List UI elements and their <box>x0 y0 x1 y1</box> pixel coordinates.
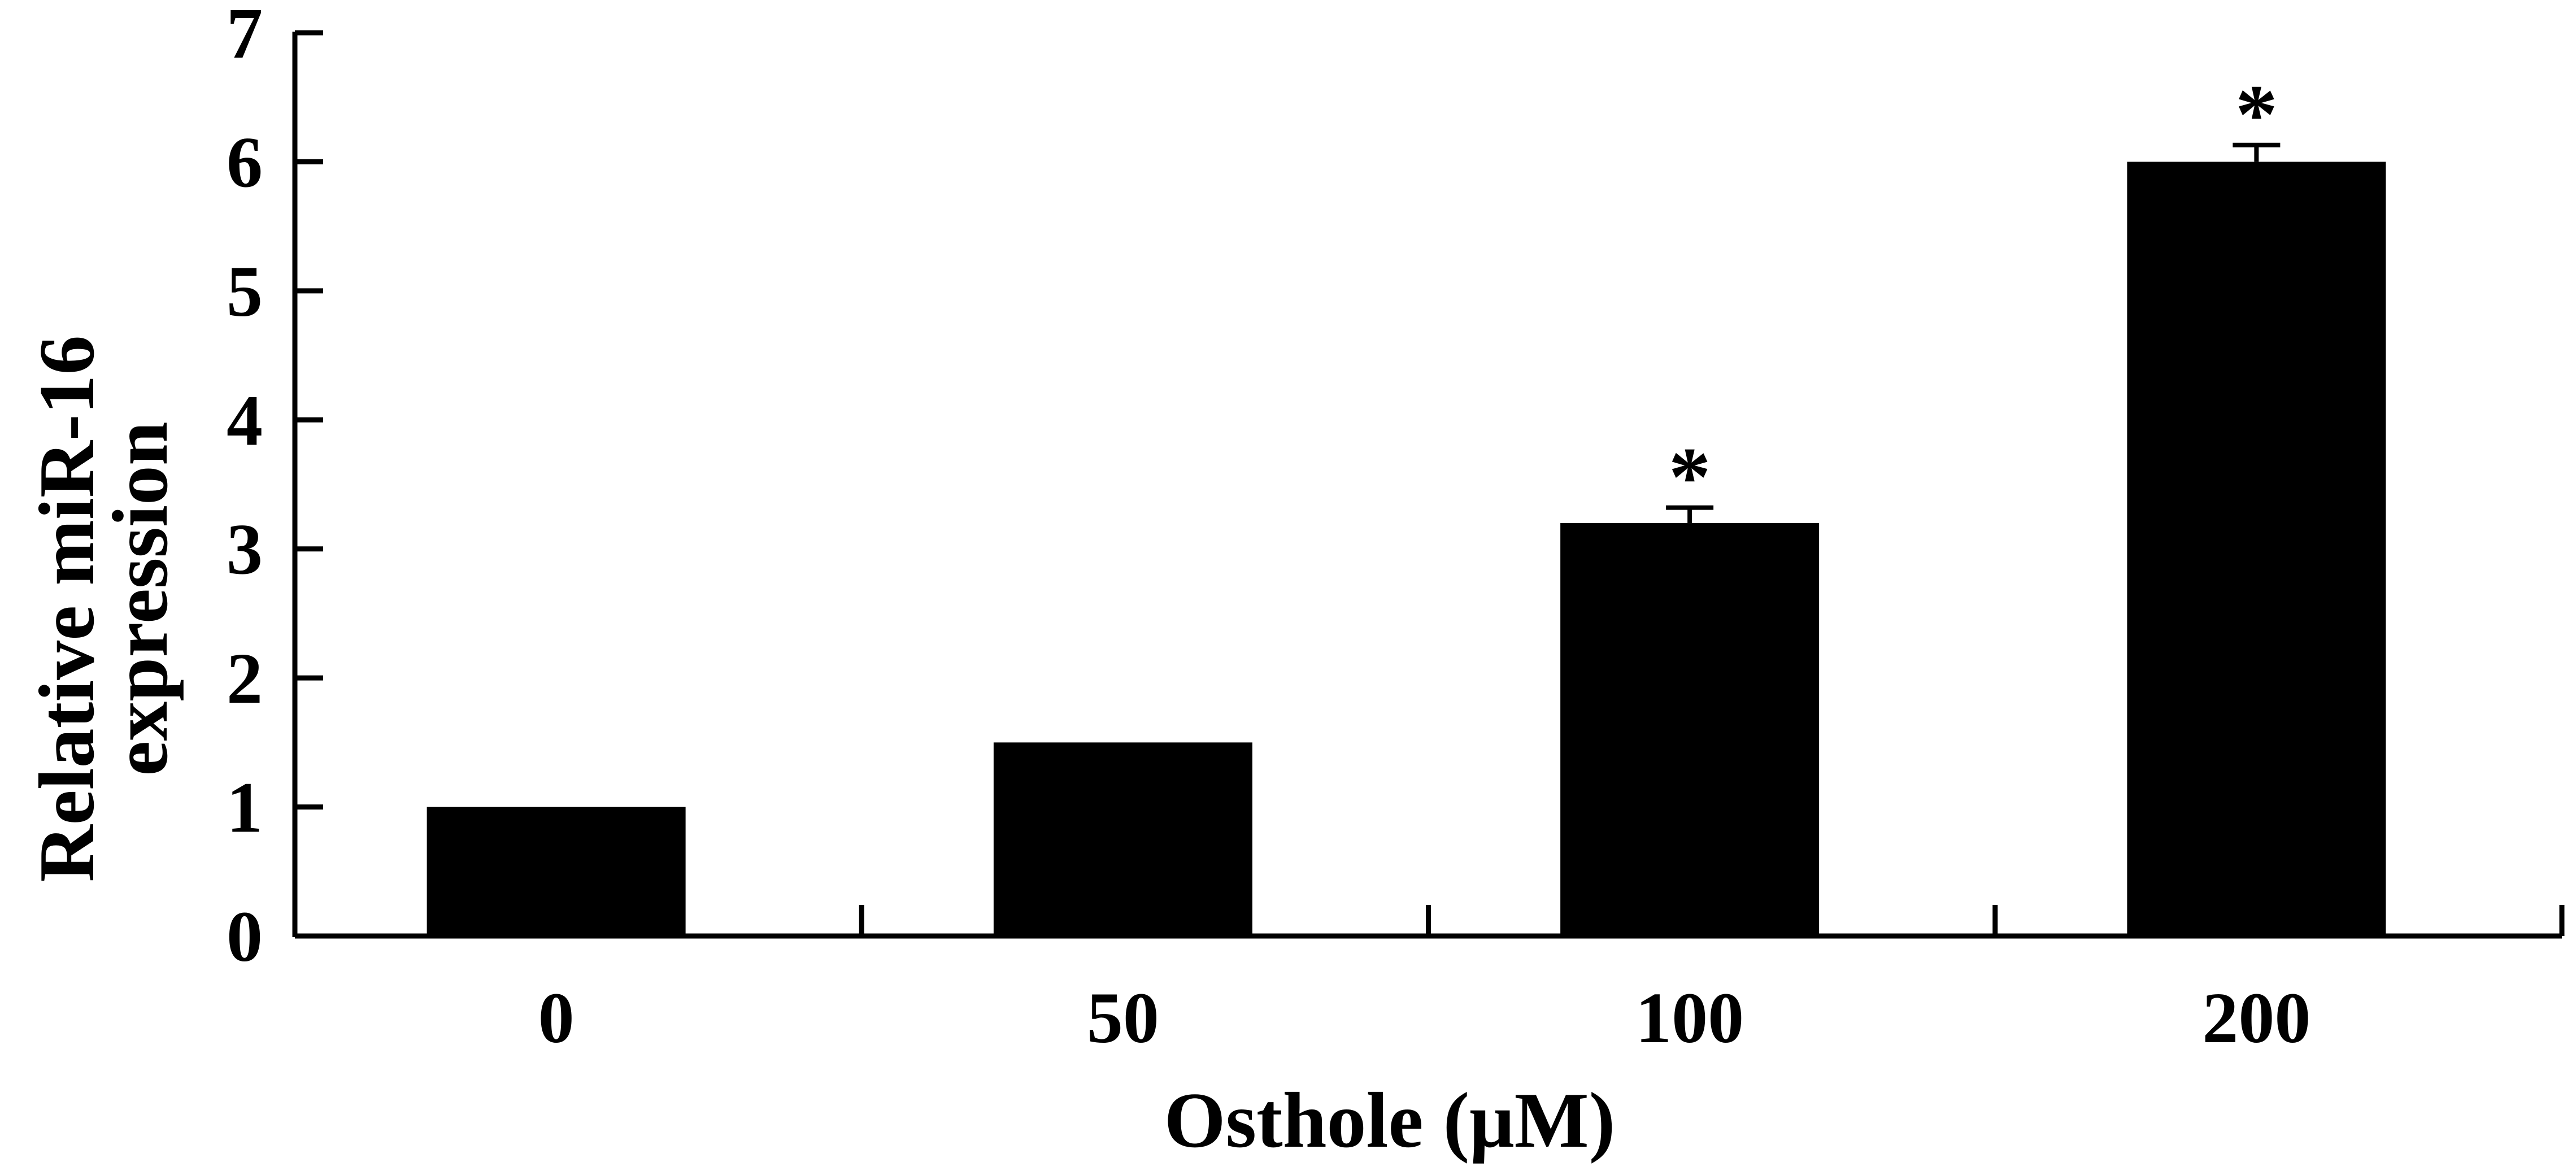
x-tick-labels: 0 50 100 200 <box>538 978 2311 1058</box>
y-tick-label: 2 <box>227 638 263 719</box>
y-axis-title-line-2: expression <box>97 421 184 776</box>
y-axis-title-line-1: Relative miR-16 <box>23 335 111 882</box>
x-tick-label: 100 <box>1635 978 1744 1058</box>
y-tick-label: 0 <box>227 896 263 977</box>
significance-asterisk: * <box>2235 68 2278 162</box>
y-tick-label: 3 <box>227 510 263 590</box>
bar <box>427 807 686 936</box>
bar <box>1560 523 1820 936</box>
x-axis-title: Osthole (μM) <box>1164 1077 1616 1164</box>
bar <box>993 742 1252 936</box>
y-tick-label: 4 <box>227 380 263 460</box>
y-axis-title: Relative miR-16 expression <box>23 315 184 882</box>
significance-asterisk: * <box>1669 430 1711 524</box>
y-tick-labels: 0 1 2 3 4 5 6 7 <box>227 0 263 977</box>
bar <box>2127 162 2386 936</box>
y-tick-label: 5 <box>227 251 263 332</box>
x-tick-label: 0 <box>538 978 575 1058</box>
bars <box>427 162 2386 936</box>
x-tick-label: 200 <box>2202 978 2310 1058</box>
x-tick-label: 50 <box>1087 978 1159 1058</box>
y-tick-label: 6 <box>227 122 263 202</box>
y-tick-label: 1 <box>227 768 263 848</box>
y-tick-label: 7 <box>227 0 263 73</box>
error-bars <box>1666 142 2281 524</box>
significance-markers: ** <box>1669 68 2278 524</box>
